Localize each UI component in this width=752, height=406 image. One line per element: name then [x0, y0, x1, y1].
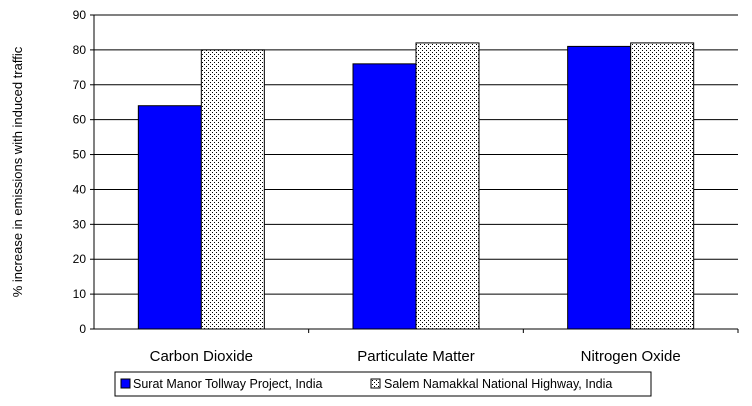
legend-frame	[114, 371, 652, 397]
bar-salem-carbon-dioxide	[200, 49, 265, 330]
y-axis-label: % increase in emissions with induced tra…	[10, 46, 25, 297]
legend: Surat Manor Tollway Project, India Salem…	[114, 371, 652, 397]
axes	[93, 15, 738, 330]
legend-label-salem: Salem Namakkal National Highway, India	[384, 377, 612, 391]
bar-surat-particulate-matter	[352, 63, 417, 330]
category-label: Carbon Dioxide	[150, 348, 253, 365]
y-tick-label: 90	[73, 8, 87, 22]
bar-surat-nitrogen-oxide	[567, 45, 632, 330]
y-tick-label: 60	[73, 113, 87, 127]
legend-label-surat: Surat Manor Tollway Project, India	[133, 377, 322, 391]
category-label: Nitrogen Oxide	[581, 348, 681, 365]
y-tick-label: 70	[73, 78, 87, 92]
x-tick-labels: Carbon Dioxide Particulate Matter Nitrogen…	[150, 329, 739, 365]
bar-salem-particulate-matter	[415, 42, 480, 330]
y-tick-label: 10	[73, 287, 87, 301]
bar-salem-nitrogen-oxide	[630, 42, 695, 330]
legend-swatch-salem	[370, 378, 381, 389]
y-tick-label: 20	[73, 252, 87, 266]
y-tick-label: 30	[73, 217, 87, 231]
y-tick-label: 40	[73, 182, 87, 196]
y-tick-label: 80	[73, 43, 87, 57]
y-tick-labels: 0 10 20 30 40 50 60 70 80 90	[73, 8, 94, 336]
y-tick-label: 50	[73, 148, 87, 162]
y-tick-label: 0	[79, 322, 86, 336]
bar-surat-carbon-dioxide	[137, 105, 202, 330]
legend-swatch-surat	[120, 378, 131, 389]
bars	[137, 42, 695, 330]
category-label: Particulate Matter	[357, 348, 475, 365]
